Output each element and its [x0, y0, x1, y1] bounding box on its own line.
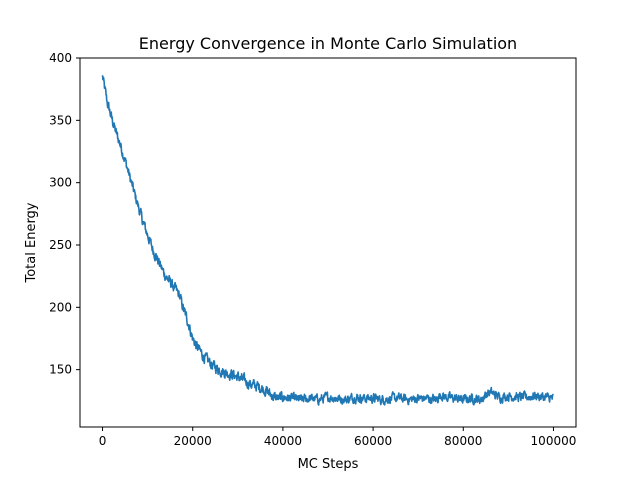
- plot-frame: [79, 57, 577, 428]
- x-axis-label: MC Steps: [298, 457, 359, 472]
- y-axis-label: Total Energy: [24, 202, 39, 283]
- y-tick-label: 200: [49, 300, 72, 314]
- x-tick-label: 60000: [354, 434, 392, 448]
- x-tick-label: 0: [99, 434, 107, 448]
- series-line: [101, 75, 554, 406]
- y-tick-label: 250: [49, 238, 72, 252]
- y-tick-label: 300: [49, 176, 72, 190]
- ticks: 0 20000 40000 60000 80000 100000 150 200 250 300 3…: [49, 51, 576, 448]
- x-tick-label: 40000: [264, 434, 302, 448]
- chart-title: Energy Convergence in Monte Carlo Simula…: [139, 34, 517, 53]
- x-tick-label: 80000: [444, 434, 482, 448]
- x-tick-label: 20000: [174, 434, 212, 448]
- y-tick-label: 150: [49, 363, 72, 377]
- y-tick-label: 400: [49, 51, 72, 65]
- x-tick-label: 100000: [531, 434, 577, 448]
- y-tick-label: 350: [49, 113, 72, 127]
